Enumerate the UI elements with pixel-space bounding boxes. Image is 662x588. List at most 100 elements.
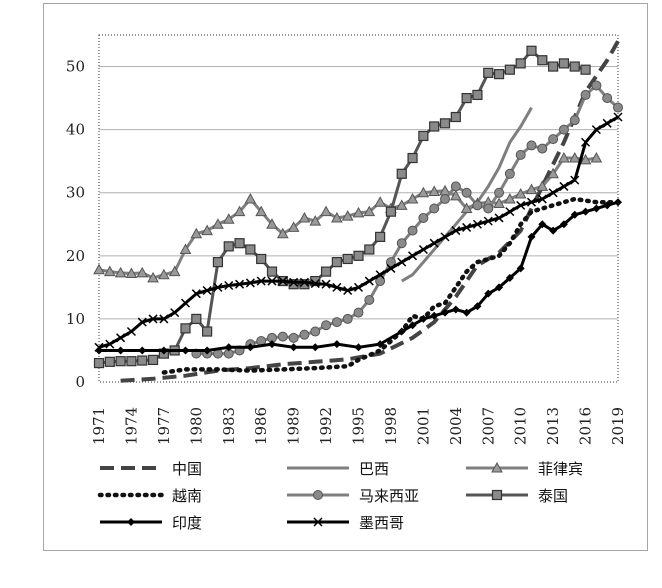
data-point bbox=[289, 277, 299, 287]
data-point bbox=[491, 489, 503, 501]
y-axis-ticks: 0 10 20 30 40 50 bbox=[66, 58, 85, 391]
data-point bbox=[138, 346, 147, 355]
data-point bbox=[537, 55, 548, 66]
data-point bbox=[451, 226, 461, 236]
data-point bbox=[288, 279, 299, 290]
data-point bbox=[310, 275, 321, 287]
data-point bbox=[233, 205, 246, 217]
data-point bbox=[255, 205, 268, 217]
data-point bbox=[93, 357, 105, 369]
data-point bbox=[526, 140, 537, 151]
data-point bbox=[516, 264, 525, 273]
data-point bbox=[472, 200, 483, 211]
data-point bbox=[320, 266, 332, 277]
data-point bbox=[514, 187, 527, 199]
legend-item: 印度 bbox=[100, 514, 202, 532]
data-point bbox=[126, 326, 136, 337]
data-point bbox=[516, 200, 526, 210]
data-point bbox=[93, 263, 105, 275]
legend-label: 马来西亚 bbox=[359, 487, 419, 505]
data-point bbox=[103, 265, 116, 277]
plot-area-border bbox=[98, 34, 619, 383]
series-6 bbox=[95, 198, 622, 355]
data-point bbox=[321, 320, 332, 331]
data-point bbox=[591, 125, 601, 135]
data-point bbox=[364, 244, 375, 255]
data-point bbox=[429, 203, 440, 214]
data-point bbox=[417, 186, 430, 198]
data-point bbox=[504, 64, 515, 75]
data-point bbox=[462, 222, 472, 232]
data-point bbox=[267, 276, 277, 286]
x-axis-ticks: 1971 1974 1977 1980 1983 1986 1989 1992 1995 1998… bbox=[90, 407, 627, 445]
data-point bbox=[449, 189, 462, 201]
x-tick-label: 1989 bbox=[285, 407, 303, 445]
data-point bbox=[526, 45, 537, 56]
data-point bbox=[94, 342, 104, 352]
data-point bbox=[406, 193, 419, 204]
data-point bbox=[602, 118, 612, 128]
data-point bbox=[299, 329, 310, 340]
data-point bbox=[168, 265, 181, 277]
data-point bbox=[592, 204, 601, 213]
data-point bbox=[181, 346, 190, 355]
data-point bbox=[201, 224, 213, 236]
data-point bbox=[419, 314, 428, 323]
data-point bbox=[396, 238, 407, 249]
data-point bbox=[202, 285, 212, 296]
data-point bbox=[245, 278, 255, 288]
data-point bbox=[569, 61, 580, 72]
legend-item: 菲律宾 bbox=[466, 460, 583, 478]
data-point bbox=[104, 356, 115, 367]
data-point bbox=[289, 343, 298, 352]
data-point bbox=[581, 207, 590, 216]
data-point bbox=[558, 124, 569, 135]
data-point bbox=[602, 93, 613, 104]
data-point bbox=[591, 80, 602, 91]
y-tick-label: 30 bbox=[66, 184, 85, 202]
data-point bbox=[353, 307, 364, 318]
data-point bbox=[299, 277, 309, 287]
data-point bbox=[352, 206, 365, 218]
data-point bbox=[548, 188, 558, 198]
data-point bbox=[559, 220, 568, 229]
legend-label: 墨西哥 bbox=[359, 514, 404, 532]
x-tick-label: 2004 bbox=[447, 407, 465, 445]
data-point bbox=[549, 226, 558, 235]
data-point bbox=[116, 346, 125, 355]
data-point bbox=[538, 220, 547, 229]
data-point bbox=[568, 151, 581, 163]
data-point bbox=[341, 210, 354, 221]
data-point bbox=[407, 225, 418, 236]
data-point bbox=[320, 205, 332, 217]
data-point bbox=[450, 181, 461, 192]
data-point bbox=[331, 317, 342, 328]
data-point bbox=[375, 231, 386, 242]
data-point bbox=[483, 67, 494, 78]
x-tick-label: 2016 bbox=[577, 407, 595, 445]
x-tick-label: 2010 bbox=[512, 407, 530, 445]
series-5 bbox=[93, 45, 591, 369]
data-point bbox=[441, 308, 449, 317]
data-point bbox=[579, 153, 592, 165]
data-point bbox=[461, 92, 472, 104]
data-point bbox=[310, 279, 320, 289]
x-tick-label: 2019 bbox=[609, 407, 627, 445]
data-point bbox=[418, 244, 428, 255]
data-point bbox=[580, 64, 591, 75]
data-point bbox=[115, 356, 126, 367]
data-point bbox=[462, 308, 471, 317]
x-tick-label: 1998 bbox=[382, 407, 400, 445]
data-point bbox=[313, 490, 323, 500]
x-tick-label: 1995 bbox=[350, 407, 368, 445]
legend-label: 菲律宾 bbox=[538, 460, 583, 478]
y-tick-label: 10 bbox=[66, 310, 85, 328]
data-point bbox=[483, 216, 493, 226]
data-point bbox=[278, 276, 288, 286]
data-point bbox=[127, 518, 135, 526]
data-point bbox=[277, 331, 288, 342]
legend-item: 墨西哥 bbox=[287, 514, 404, 532]
data-point bbox=[418, 130, 429, 142]
data-point bbox=[353, 282, 364, 292]
series-line bbox=[161, 196, 621, 375]
